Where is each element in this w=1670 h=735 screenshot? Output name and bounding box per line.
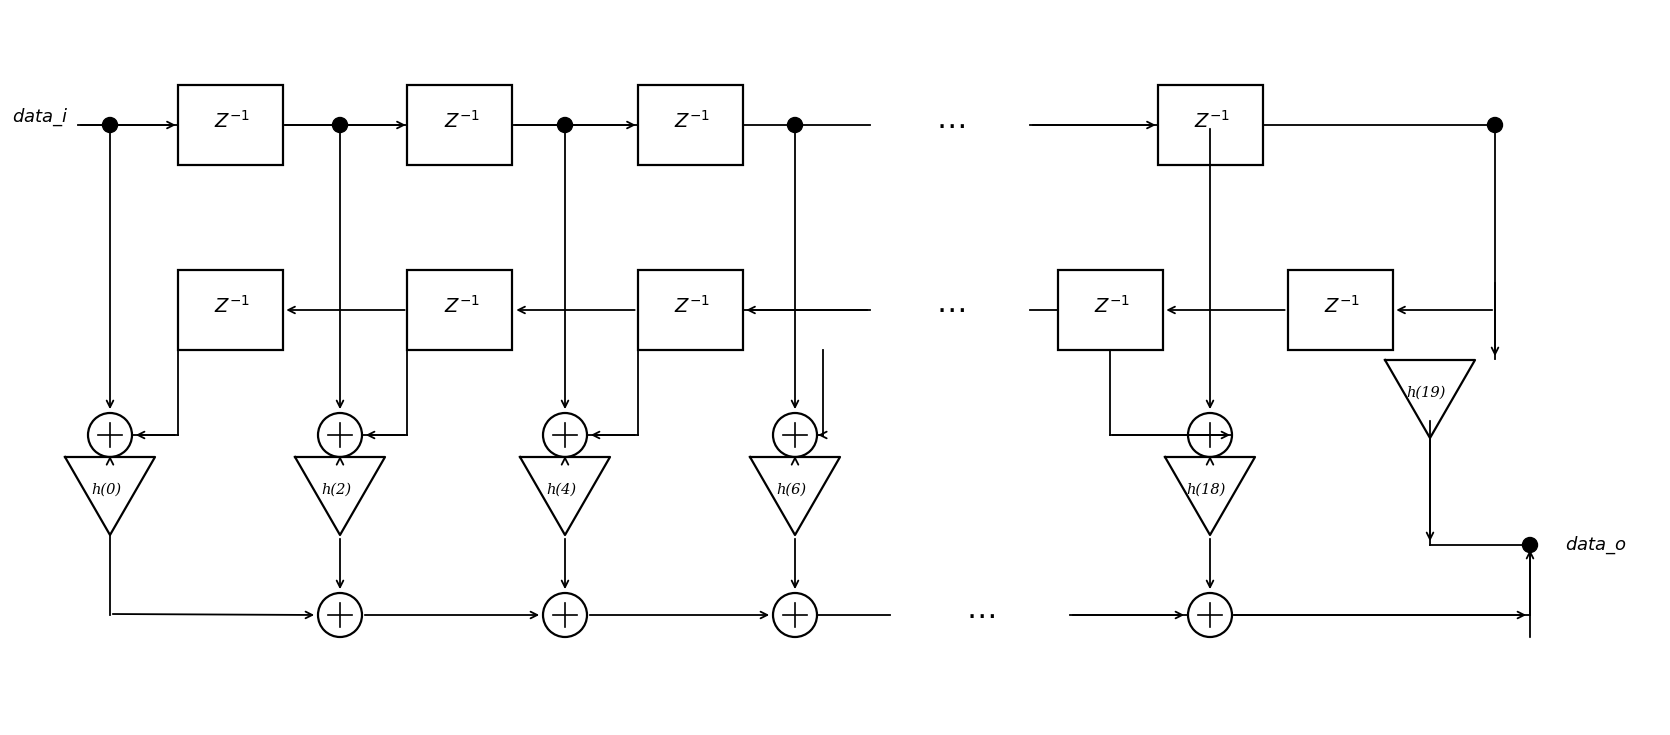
Text: $Z^{-1}$: $Z^{-1}$	[1194, 110, 1231, 132]
Circle shape	[558, 118, 573, 132]
Bar	[638, 85, 743, 165]
Bar	[177, 85, 282, 165]
Text: $Z^{-1}$: $Z^{-1}$	[1094, 295, 1131, 317]
Circle shape	[102, 118, 117, 132]
Text: $data\_i$: $data\_i$	[12, 107, 68, 128]
Text: h(19): h(19)	[1406, 386, 1446, 400]
Text: h(18): h(18)	[1186, 483, 1226, 497]
Text: $Z^{-1}$: $Z^{-1}$	[444, 110, 479, 132]
Text: h(0): h(0)	[90, 483, 120, 497]
Text: $\cdots$: $\cdots$	[935, 295, 965, 324]
Text: $Z^{-1}$: $Z^{-1}$	[1324, 295, 1359, 317]
Circle shape	[1523, 537, 1538, 553]
Text: $\cdots$: $\cdots$	[935, 110, 965, 140]
Bar	[1057, 270, 1162, 350]
Bar	[1157, 85, 1263, 165]
Circle shape	[332, 118, 347, 132]
Circle shape	[788, 118, 803, 132]
Bar	[407, 85, 513, 165]
Text: $Z^{-1}$: $Z^{-1}$	[214, 295, 250, 317]
Text: h(6): h(6)	[777, 483, 807, 497]
Bar	[1288, 270, 1393, 350]
Circle shape	[1488, 118, 1503, 132]
Text: $data\_o$: $data\_o$	[1565, 534, 1627, 556]
Text: $Z^{-1}$: $Z^{-1}$	[675, 110, 710, 132]
Bar	[638, 270, 743, 350]
Text: h(2): h(2)	[321, 483, 351, 497]
Bar	[177, 270, 282, 350]
Text: h(4): h(4)	[546, 483, 576, 497]
Text: $Z^{-1}$: $Z^{-1}$	[214, 110, 250, 132]
Bar	[407, 270, 513, 350]
Text: $\cdots$: $\cdots$	[965, 600, 994, 629]
Text: $Z^{-1}$: $Z^{-1}$	[444, 295, 479, 317]
Text: $Z^{-1}$: $Z^{-1}$	[675, 295, 710, 317]
